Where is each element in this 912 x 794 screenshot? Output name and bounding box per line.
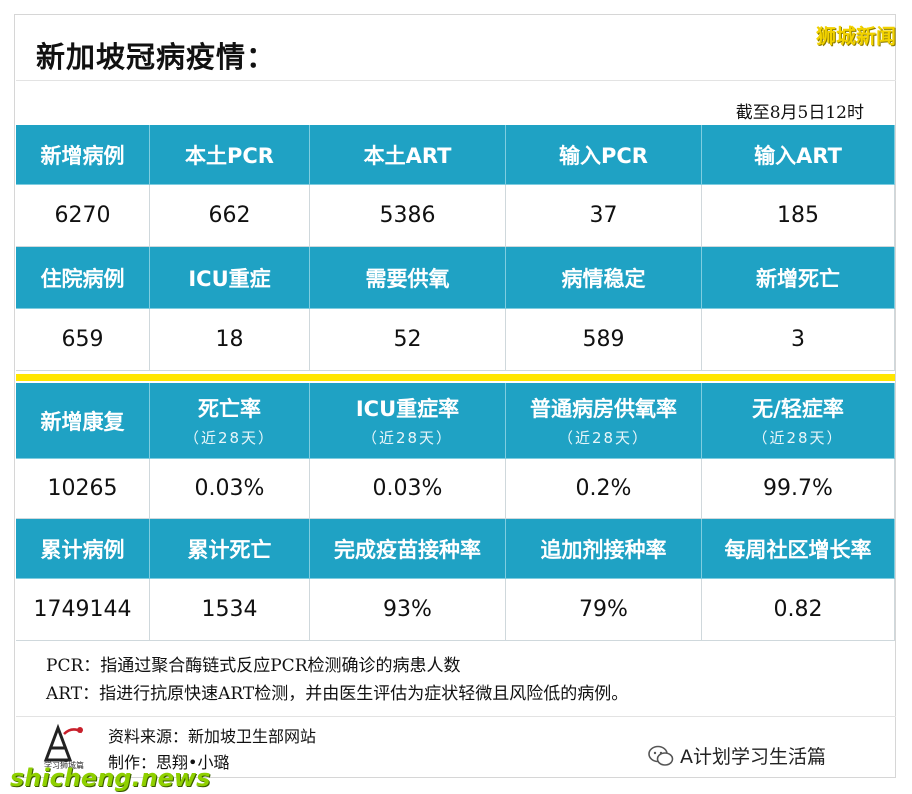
header-sub: （近28天） [752, 429, 844, 447]
header-cell: ICU重症率 （近28天） [310, 383, 506, 459]
header-cell: 住院病例 [16, 247, 150, 309]
value-cell: 3 [702, 309, 895, 371]
source-block: 资料来源：新加坡卫生部网站 制作：思翔•小璐 [108, 724, 316, 776]
value-cell: 18 [150, 309, 310, 371]
value-cell: 589 [506, 309, 702, 371]
header-cell: 追加剂接种率 [506, 519, 702, 579]
value-row-1: 6270 662 5386 37 185 [16, 185, 895, 247]
header-row-2: 住院病例 ICU重症 需要供氧 病情稳定 新增死亡 [16, 247, 895, 309]
header-cell: 新增康复 [16, 383, 150, 459]
value-cell: 52 [310, 309, 506, 371]
wechat-icon [648, 745, 674, 766]
watermark-top: 狮城新闻 [816, 24, 896, 48]
header-label: 死亡率 [198, 397, 261, 421]
value-cell: 659 [16, 309, 150, 371]
header-label: 新增康复 [40, 409, 125, 434]
note-pcr: PCR：指通过聚合酶链式反应PCR检测确诊的病患人数 [46, 656, 461, 676]
note-art: ART：指进行抗原快速ART检测，并由医生评估为症状轻微且风险低的病例。 [46, 684, 629, 704]
header-cell: 累计病例 [16, 519, 150, 579]
value-cell: 0.2% [506, 459, 702, 519]
value-cell: 10265 [16, 459, 150, 519]
value-row-2: 659 18 52 589 3 [16, 309, 895, 371]
value-cell: 79% [506, 579, 702, 641]
watermark-bottom: shicheng.news [10, 764, 211, 792]
header-label: 普通病房供氧率 [530, 397, 677, 421]
footnotes: PCR：指通过聚合酶链式反应PCR检测确诊的病患人数 ART：指进行抗原快速AR… [46, 652, 628, 708]
header-cell: 无/轻症率 （近28天） [702, 383, 895, 459]
date-label: 截至8月5日12时 [735, 103, 864, 123]
header-row-1: 新增病例 本土PCR 本土ART 输入PCR 输入ART [16, 125, 895, 185]
header-cell: 每周社区增长率 [702, 519, 895, 579]
title-divider [16, 80, 896, 81]
value-cell: 37 [506, 185, 702, 247]
footer-divider [16, 716, 896, 717]
logo-text: 学习狮城篇 [44, 760, 84, 770]
value-row-3: 10265 0.03% 0.03% 0.2% 99.7% [16, 459, 895, 519]
value-cell: 0.03% [310, 459, 506, 519]
header-label: 无/轻症率 [752, 397, 844, 421]
header-cell: ICU重症 [150, 247, 310, 309]
header-cell: 死亡率 （近28天） [150, 383, 310, 459]
header-cell: 普通病房供氧率 （近28天） [506, 383, 702, 459]
header-cell: 完成疫苗接种率 [310, 519, 506, 579]
header-cell: 需要供氧 [310, 247, 506, 309]
header-sub: （近28天） [183, 429, 276, 447]
header-sub: （近28天） [557, 429, 650, 447]
page-title: 新加坡冠病疫情： [36, 40, 277, 74]
header-cell: 新增病例 [16, 125, 150, 185]
value-cell: 1534 [150, 579, 310, 641]
source-text: 资料来源：新加坡卫生部网站 [108, 727, 317, 746]
header-cell: 输入PCR [506, 125, 702, 185]
growth-rate-value: 0.82 [702, 579, 895, 641]
header-cell: 本土PCR [150, 125, 310, 185]
header-cell: 病情稳定 [506, 247, 702, 309]
value-cell: 93% [310, 579, 506, 641]
value-cell: 5386 [310, 185, 506, 247]
lion-logo-icon: 学习狮城篇 [43, 723, 84, 770]
header-row-4: 累计病例 累计死亡 完成疫苗接种率 追加剂接种率 每周社区增长率 [16, 519, 895, 579]
header-label: ICU重症率 [355, 397, 460, 421]
section-divider [16, 374, 895, 381]
value-cell: 99.7% [702, 459, 895, 519]
header-cell: 累计死亡 [150, 519, 310, 579]
value-cell: 185 [702, 185, 895, 247]
header-cell: 输入ART [702, 125, 895, 185]
wechat-account: A计划学习生活篇 [648, 742, 826, 769]
header-cell: 本土ART [310, 125, 506, 185]
header-cell: 新增死亡 [702, 247, 895, 309]
value-cell: 6270 [16, 185, 150, 247]
stats-table: 新增病例 本土PCR 本土ART 输入PCR 输入ART 6270 662 53… [16, 125, 895, 641]
value-cell: 1749144 [16, 579, 150, 641]
value-cell: 662 [150, 185, 310, 247]
header-row-3: 新增康复 死亡率 （近28天） ICU重症率 （近28天） 普通病房供氧率 （近… [16, 383, 895, 459]
credit-text: 制作：思翔•小璐 [108, 753, 230, 772]
header-sub: （近28天） [361, 429, 454, 447]
value-cell: 0.03% [150, 459, 310, 519]
wechat-account-name: A计划学习生活篇 [680, 746, 826, 768]
value-row-4: 1749144 1534 93% 79% 0.82 [16, 579, 895, 641]
